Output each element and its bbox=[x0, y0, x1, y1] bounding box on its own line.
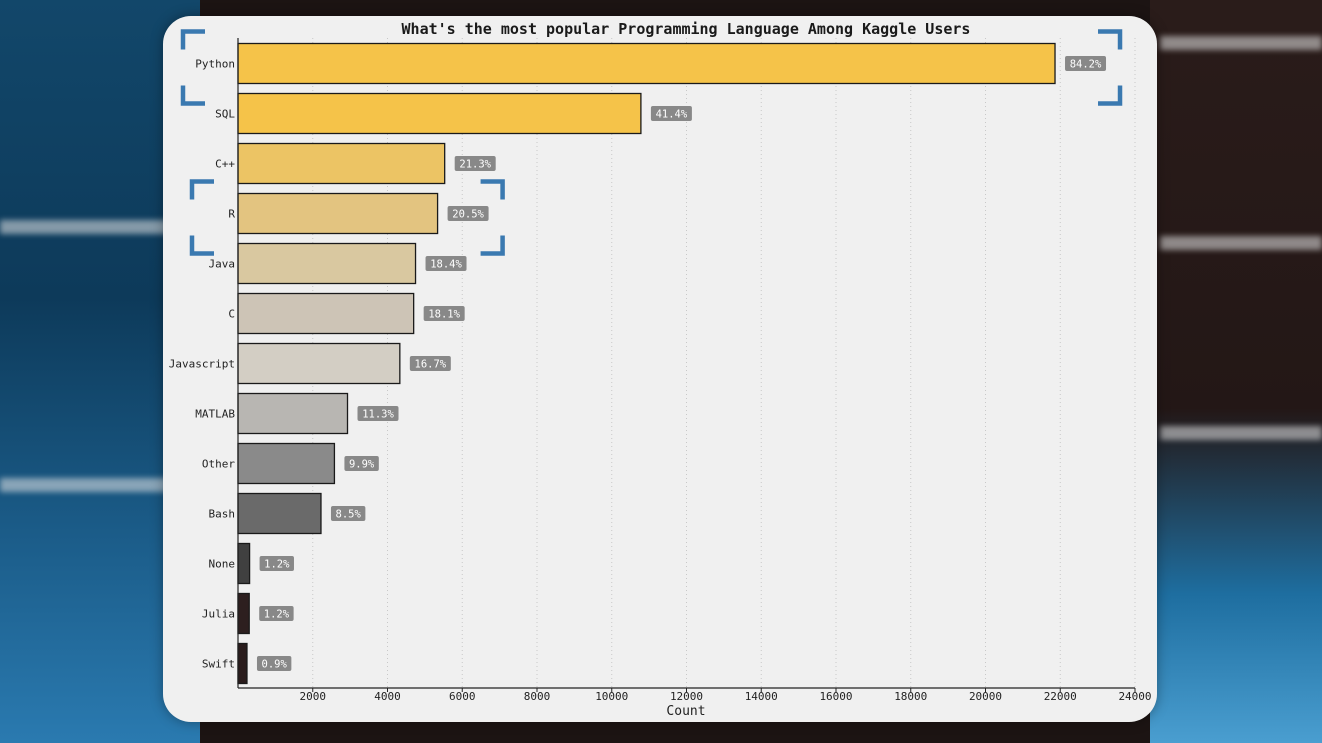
x-tick-label: 20000 bbox=[969, 690, 1002, 703]
y-category-label: C++ bbox=[215, 158, 235, 171]
y-category-label: SQL bbox=[215, 108, 235, 121]
data-label-box bbox=[344, 456, 379, 471]
x-tick-label: 4000 bbox=[374, 690, 401, 703]
data-label-box bbox=[409, 356, 451, 371]
data-label: 20.5% bbox=[452, 209, 484, 221]
y-category-label: Swift bbox=[202, 658, 235, 671]
background-light-streak bbox=[0, 220, 190, 234]
chart-title: What's the most popular Programming Lang… bbox=[402, 20, 971, 38]
x-tick-label: 8000 bbox=[524, 690, 551, 703]
y-category-label: None bbox=[209, 558, 236, 571]
bar-sql bbox=[237, 92, 642, 135]
x-tick-label: 14000 bbox=[745, 690, 778, 703]
data-label: 18.4% bbox=[430, 259, 462, 271]
x-tick-label: 22000 bbox=[1044, 690, 1077, 703]
data-label: 1.2% bbox=[264, 559, 290, 571]
background-light-streak bbox=[1160, 426, 1322, 440]
data-label-box bbox=[357, 406, 399, 421]
data-label-box bbox=[425, 256, 467, 271]
background-light-streak bbox=[1160, 236, 1322, 250]
data-label: 16.7% bbox=[415, 359, 447, 371]
bar-java bbox=[237, 242, 417, 285]
highlight-bracket bbox=[189, 235, 214, 256]
highlight-bracket bbox=[180, 29, 205, 50]
y-category-label: MATLAB bbox=[195, 408, 235, 421]
bars bbox=[237, 42, 1056, 685]
data-label: 21.3% bbox=[459, 159, 491, 171]
y-category-label: R bbox=[228, 208, 235, 221]
bar-c- bbox=[237, 142, 446, 185]
x-tick-label: 12000 bbox=[670, 690, 703, 703]
background-light-streak bbox=[1160, 36, 1322, 50]
data-label-box bbox=[423, 306, 465, 321]
highlight-bracket bbox=[480, 179, 505, 200]
x-tick-label: 16000 bbox=[819, 690, 852, 703]
y-category-label: Python bbox=[195, 58, 235, 71]
data-label: 8.5% bbox=[336, 509, 362, 521]
data-label: 11.3% bbox=[362, 409, 394, 421]
x-tick-label: 18000 bbox=[894, 690, 927, 703]
data-labels: 84.2% 41.4% 21.3% 20.5% 18.4% 18.1% 16.7% 11.3%… bbox=[256, 56, 1107, 671]
data-label-box bbox=[256, 656, 292, 671]
highlight-bracket bbox=[1098, 29, 1123, 50]
x-tick-label: 24000 bbox=[1118, 690, 1151, 703]
background-light-streak bbox=[0, 478, 190, 492]
x-tick-label: 2000 bbox=[300, 690, 327, 703]
data-label: 1.2% bbox=[264, 609, 290, 621]
bar-matlab bbox=[237, 392, 349, 435]
data-label-box bbox=[259, 556, 294, 571]
data-label-box bbox=[330, 506, 366, 521]
bar-python bbox=[237, 42, 1056, 85]
bar-bash bbox=[237, 492, 322, 535]
y-category-label: Javascript bbox=[169, 358, 235, 371]
x-tick-label: 6000 bbox=[449, 690, 476, 703]
bar-other bbox=[237, 442, 336, 485]
bar-swift bbox=[237, 642, 248, 685]
bar-none bbox=[237, 542, 251, 585]
y-category-label: Other bbox=[202, 458, 235, 471]
highlight-bracket bbox=[1098, 85, 1123, 106]
data-label: 18.1% bbox=[428, 309, 460, 321]
y-category-label: Julia bbox=[202, 608, 235, 621]
highlight-brackets bbox=[180, 29, 1123, 256]
data-label-box bbox=[259, 606, 294, 621]
data-label: 0.9% bbox=[262, 659, 288, 671]
data-label-box bbox=[447, 206, 489, 221]
highlight-bracket bbox=[480, 235, 505, 256]
data-label-box bbox=[454, 156, 496, 171]
highlight-bracket bbox=[189, 179, 214, 200]
y-category-label: C bbox=[228, 308, 235, 321]
bar-julia bbox=[237, 592, 250, 635]
x-tick-label: 10000 bbox=[595, 690, 628, 703]
bar-c bbox=[237, 292, 415, 335]
data-label-box bbox=[1065, 56, 1107, 71]
y-category-label: Java bbox=[209, 258, 236, 271]
bar-javascript bbox=[237, 342, 401, 385]
y-category-labels: Python SQL C++ R Java C Javascript MATLAB Other B… bbox=[169, 58, 236, 671]
x-ticks: 2000 4000 6000 8000 10000 12000 14000 16000 1800… bbox=[300, 688, 1152, 703]
data-label: 84.2% bbox=[1070, 59, 1102, 71]
background-right-panel bbox=[1150, 0, 1322, 743]
data-label: 9.9% bbox=[349, 459, 375, 471]
data-label: 41.4% bbox=[656, 109, 688, 121]
data-label-box bbox=[650, 106, 692, 121]
bar-r bbox=[237, 192, 439, 235]
x-axis-title: Count bbox=[666, 704, 705, 719]
highlight-bracket bbox=[180, 85, 205, 106]
y-category-label: Bash bbox=[209, 508, 236, 521]
